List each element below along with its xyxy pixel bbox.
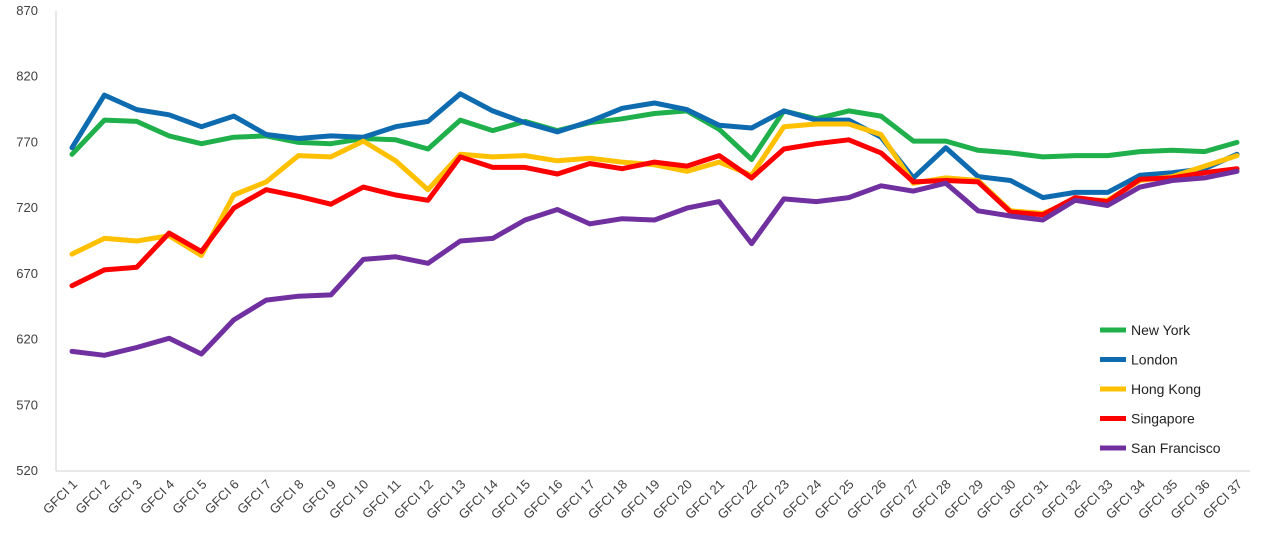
legend-label: San Francisco	[1131, 440, 1221, 456]
y-tick-label: 720	[16, 200, 38, 215]
x-tick-label: GFCI 7	[234, 477, 274, 517]
y-tick-label: 870	[16, 3, 38, 18]
legend-label: London	[1131, 352, 1178, 368]
y-tick-label: 520	[16, 463, 38, 478]
x-tick-label: GFCI 8	[266, 477, 306, 517]
legend-label: Singapore	[1131, 411, 1195, 427]
x-tick-label: GFCI 1	[40, 477, 80, 517]
axes	[55, 11, 1250, 472]
x-tick-label: GFCI 2	[72, 477, 112, 517]
series-line-singapore	[69, 137, 1240, 289]
x-tick-label: GFCI 5	[169, 477, 209, 517]
y-tick-label: 670	[16, 266, 38, 281]
y-tick-label: 820	[16, 69, 38, 84]
y-tick-label: 570	[16, 397, 38, 412]
series-line-hong-kong	[69, 121, 1240, 258]
series-line-san-francisco	[69, 168, 1240, 358]
x-tick-label: GFCI 6	[202, 477, 242, 517]
x-tick-label: GFCI 4	[137, 477, 177, 517]
series-line-london	[69, 91, 1240, 201]
x-tick-label: GFCI 3	[105, 477, 145, 517]
y-axis-ticks: 520 570 620 670 720 770 820 870	[16, 3, 38, 478]
legend-label: Hong Kong	[1131, 381, 1201, 397]
series-line-new-york	[69, 108, 1240, 162]
y-tick-label: 770	[16, 134, 38, 149]
legend-label: New York	[1131, 322, 1191, 338]
series-lines	[69, 91, 1240, 358]
legend: New York London Hong Kong Singapore San Fran…	[1100, 322, 1221, 456]
y-tick-label: 620	[16, 332, 38, 347]
